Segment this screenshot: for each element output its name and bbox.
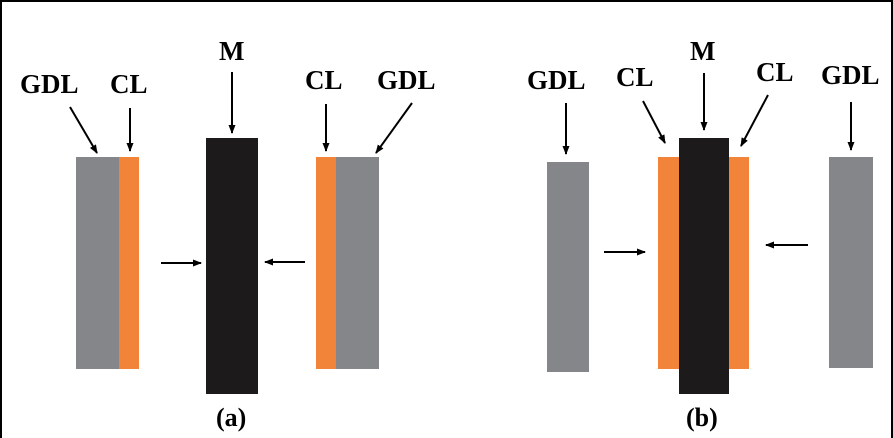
membrane-b [679,138,729,394]
caption-b: (b) [686,403,718,432]
arrow-cl-right-b [740,94,769,147]
arrow-gdl-right-a [375,102,413,154]
cl-left-b [658,157,679,369]
cl-left-a [119,157,139,369]
label-m-a: M [219,36,245,66]
gdl-left-b [547,162,589,372]
gdl-right-a [336,157,379,369]
cl-right-a [316,157,336,369]
gdl-left-a [76,157,119,369]
label-cl-right-b: CL [756,57,794,87]
arrow-gdl-left-a [69,106,98,154]
label-m-b: M [690,36,716,66]
label-gdl-right-a: GDL [377,65,436,95]
label-gdl-left-a: GDL [20,69,79,99]
label-cl-left-b: CL [616,62,654,92]
label-cl-left-a: CL [110,69,148,99]
cl-right-b [729,157,749,369]
label-gdl-right-b: GDL [821,60,880,90]
membrane-a [206,138,258,394]
caption-a: (a) [216,403,247,432]
gdl-right-b [829,157,873,368]
label-cl-right-a: CL [305,65,343,95]
arrow-cl-left-b [642,100,666,144]
label-gdl-left-b: GDL [527,65,586,95]
